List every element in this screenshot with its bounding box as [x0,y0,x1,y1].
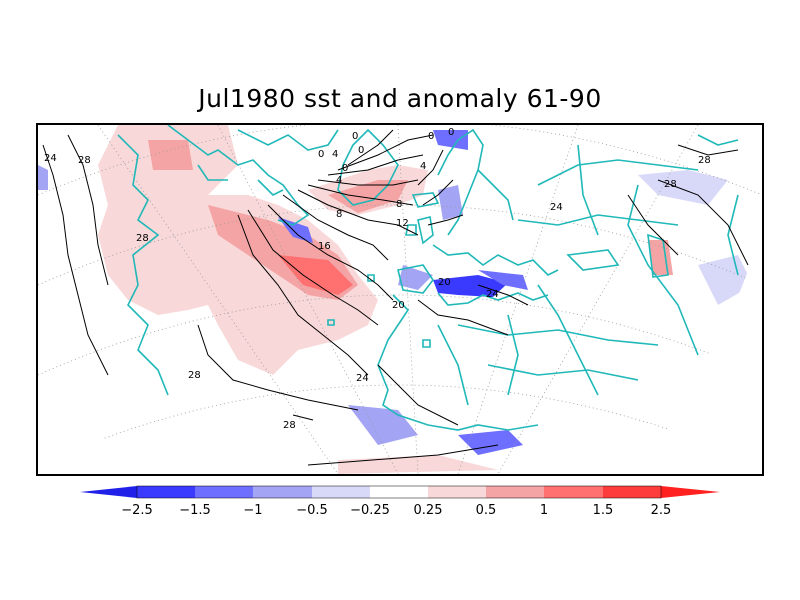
colorbar-neg-arrow [80,486,137,498]
contour-label: 24 [44,153,57,164]
colorbar-label: −0.5 [296,503,328,518]
anomaly-positive-south [338,455,498,474]
colorbar-label: −2.5 [121,503,153,518]
contour-label: 12 [396,218,409,229]
anomaly-negative-south-atlantic [348,405,418,445]
colorbar-swatch [486,486,544,498]
anomaly-negative-med-west [398,265,433,290]
contour-label: 4 [336,175,342,186]
anomaly-negative-far-west [38,165,48,190]
contour-label: 24 [550,202,563,213]
colorbar-swatch [195,486,253,498]
sst-contours [42,129,749,466]
contour-label: 8 [336,209,342,220]
contour-label: 0 [352,131,358,142]
coastlines [117,125,739,431]
contour-label: 28 [136,233,149,244]
anomaly-positive-west [138,185,198,235]
contour-label: 0 [358,145,364,156]
contour-label: 28 [188,370,201,381]
map-panel: 24 28 28 28 28 24 20 16 12 8 8 4 4 4 0 0… [36,123,764,476]
contour-label: 20 [392,300,405,311]
colorbar-label: 2.5 [651,503,672,518]
colorbar-swatch [544,486,603,498]
colorbar-label: 0.5 [476,503,497,518]
anomaly-negative-med-core [433,275,508,297]
colorbar-swatch [428,486,486,498]
contour-label: 28 [664,179,677,190]
anomaly-negative-southeast [698,255,753,305]
anomaly-positive-strong [278,255,353,295]
colorbar-labels: −2.5 −1.5 −1 −0.5 −0.25 0.25 0.5 1 1.5 2… [121,503,671,518]
colorbar-label: −0.25 [350,503,390,518]
contour-label: 4 [332,149,338,160]
map-limb-mask-left [38,375,188,474]
anomaly-negative-med-east [478,270,528,290]
contour-label: 0 [428,131,434,142]
colorbar-swatch [312,486,370,498]
contour-label: 28 [698,155,711,166]
contour-labels: 24 28 28 28 28 24 20 16 12 8 8 4 4 4 0 0… [44,127,711,431]
colorbar-label: −1 [243,503,262,518]
colorbar-label: 1 [540,503,548,518]
colorbar-swatch-white [370,486,428,498]
anomaly-negative-east [638,170,728,205]
colorbar-swatch [253,486,312,498]
anomaly-negative-north-sea-top [433,130,468,150]
contour-label: 0 [448,127,454,138]
anomaly-shading [38,125,753,474]
contour-label: 16 [318,241,331,252]
colorbar-pos-arrow [661,486,720,498]
anomaly-negative-baltic [438,185,463,220]
map-title: Jul1980 sst and anomaly 61-90 [198,84,602,113]
colorbar-label: 0.25 [414,503,443,518]
anomaly-positive-north-atlantic [98,125,378,375]
anomaly-positive-labrador [328,180,408,213]
colorbar-swatch [137,486,195,498]
contour-label: 28 [78,155,91,166]
colorbar-label: 1.5 [593,503,614,518]
colorbar-label: −1.5 [179,503,211,518]
contour-label: 0 [342,163,348,174]
contour-label: 4 [420,161,426,172]
contour-label: 24 [356,373,369,384]
colorbar-swatch [603,486,661,498]
colorbar: −2.5 −1.5 −1 −0.5 −0.25 0.25 0.5 1 1.5 2… [80,485,720,518]
contour-label: 8 [396,199,402,210]
contour-label: 24 [486,289,499,300]
map-limb-mask-right [638,225,762,474]
contour-label: 28 [283,420,296,431]
anomaly-positive-nw [148,140,193,170]
map-canvas: 24 28 28 28 28 24 20 16 12 8 8 4 4 4 0 0… [38,125,762,474]
contour-label: 20 [438,277,451,288]
contour-label: 0 [318,149,324,160]
colorbar-swatches [80,485,720,499]
anomaly-negative-red-sea [458,430,523,455]
